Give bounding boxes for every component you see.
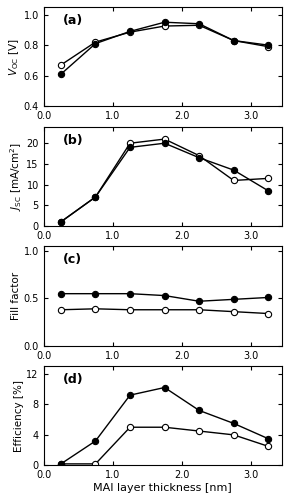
Text: (a): (a): [63, 14, 83, 27]
Y-axis label: $V_{\mathrm{OC}}$ [V]: $V_{\mathrm{OC}}$ [V]: [7, 38, 21, 76]
Y-axis label: Fill factor: Fill factor: [11, 272, 21, 320]
X-axis label: MAI layer thickness [nm]: MAI layer thickness [nm]: [93, 483, 232, 493]
Y-axis label: $J_{\mathrm{SC}}$ [mA/cm$^2$]: $J_{\mathrm{SC}}$ [mA/cm$^2$]: [8, 142, 24, 210]
Text: (c): (c): [63, 254, 82, 266]
Text: (d): (d): [63, 373, 83, 386]
Y-axis label: Efficiency [%]: Efficiency [%]: [14, 380, 24, 452]
Text: (b): (b): [63, 134, 83, 146]
